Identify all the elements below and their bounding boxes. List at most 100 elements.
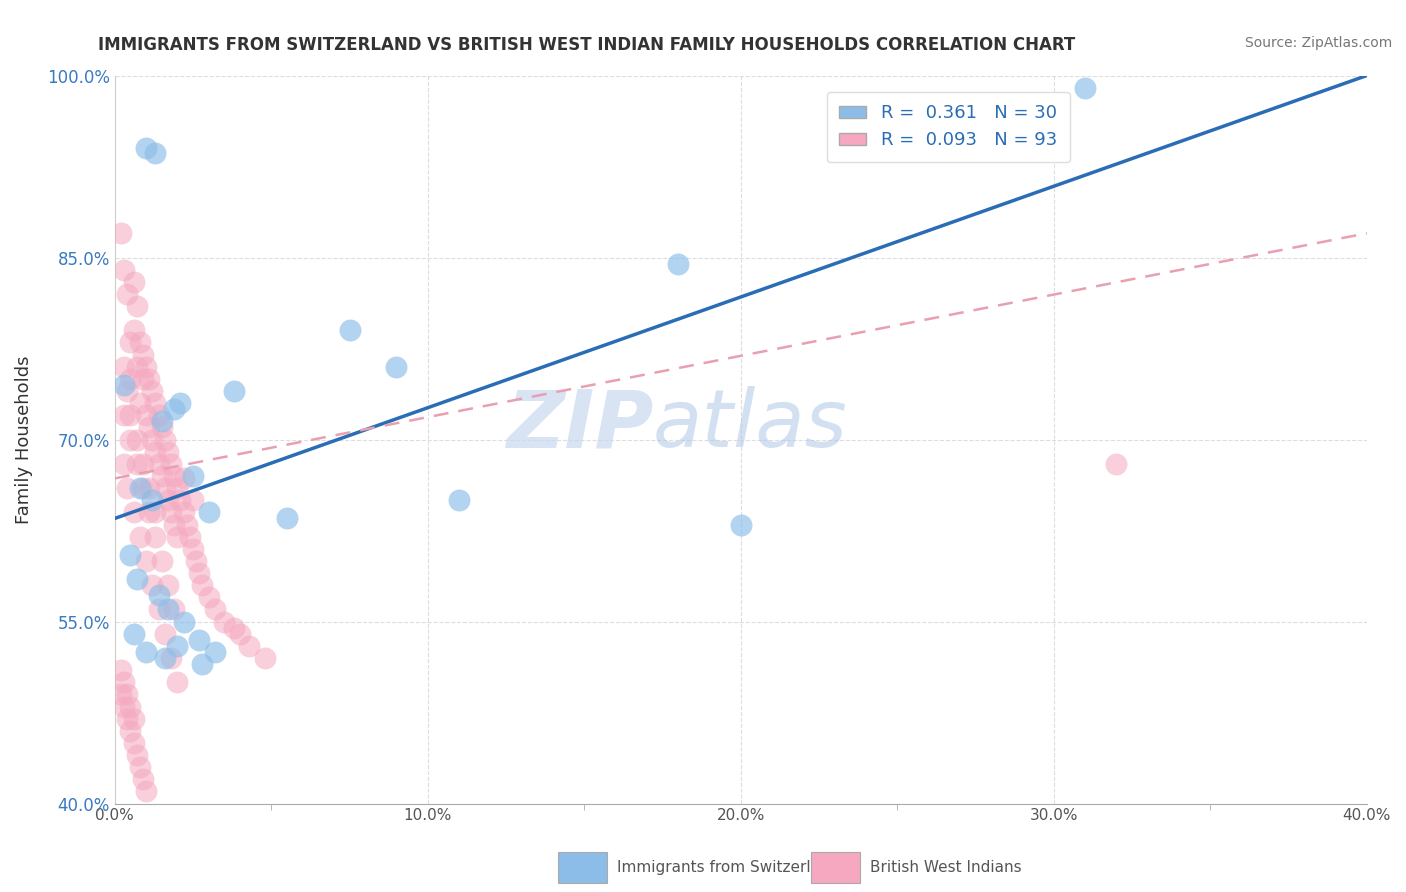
Point xyxy=(166,639,188,653)
Point xyxy=(122,505,145,519)
Point xyxy=(153,626,176,640)
Point xyxy=(163,602,186,616)
Point xyxy=(132,372,155,386)
Point xyxy=(145,146,167,161)
Point xyxy=(160,651,183,665)
Point xyxy=(125,457,148,471)
Point xyxy=(188,566,211,580)
Point xyxy=(112,378,135,392)
Point xyxy=(112,675,135,690)
Point xyxy=(141,493,163,508)
Point xyxy=(135,784,157,798)
Text: Immigrants from Switzerland: Immigrants from Switzerland xyxy=(617,860,839,874)
Text: atlas: atlas xyxy=(654,386,848,464)
Point xyxy=(166,675,188,690)
Point xyxy=(122,712,145,726)
Point xyxy=(112,409,135,423)
Point xyxy=(120,548,142,562)
Point xyxy=(156,493,179,508)
Point xyxy=(110,663,132,677)
Point xyxy=(160,457,183,471)
Point xyxy=(117,481,139,495)
Point xyxy=(148,409,170,423)
Point xyxy=(128,530,150,544)
Point xyxy=(135,359,157,374)
Point xyxy=(1074,80,1097,95)
Legend: R =  0.361   N = 30, R =  0.093   N = 93: R = 0.361 N = 30, R = 0.093 N = 93 xyxy=(827,92,1070,162)
Point xyxy=(169,493,191,508)
Point xyxy=(229,626,252,640)
Point xyxy=(160,505,183,519)
Point xyxy=(163,517,186,532)
Point xyxy=(122,275,145,289)
Point xyxy=(132,348,155,362)
Point xyxy=(163,402,186,417)
Point xyxy=(449,493,471,508)
Point xyxy=(339,323,361,337)
Point xyxy=(148,457,170,471)
Point xyxy=(156,578,179,592)
Point xyxy=(148,588,170,602)
Point xyxy=(166,481,188,495)
Point xyxy=(276,511,298,525)
Point xyxy=(730,517,752,532)
Point xyxy=(120,723,142,738)
Point xyxy=(128,760,150,774)
Point xyxy=(138,372,160,386)
Point xyxy=(197,591,219,605)
Point xyxy=(141,578,163,592)
Point xyxy=(214,615,236,629)
Point xyxy=(204,602,226,616)
Point xyxy=(145,530,167,544)
Point xyxy=(125,748,148,763)
Point xyxy=(148,602,170,616)
Point xyxy=(125,359,148,374)
Point xyxy=(132,481,155,495)
Point xyxy=(117,712,139,726)
Point xyxy=(188,632,211,647)
Point xyxy=(122,736,145,750)
Point xyxy=(666,257,689,271)
Point xyxy=(117,287,139,301)
Point xyxy=(122,323,145,337)
Point xyxy=(112,262,135,277)
Point xyxy=(120,433,142,447)
Point xyxy=(138,481,160,495)
Point xyxy=(110,227,132,241)
Point xyxy=(222,621,245,635)
Point xyxy=(163,469,186,483)
Point xyxy=(150,414,173,428)
Point xyxy=(156,602,179,616)
Point xyxy=(173,471,195,485)
Point xyxy=(122,626,145,640)
Point xyxy=(191,657,214,671)
Point xyxy=(132,772,155,787)
Point xyxy=(150,554,173,568)
Point xyxy=(117,384,139,398)
Point xyxy=(128,335,150,350)
Text: Source: ZipAtlas.com: Source: ZipAtlas.com xyxy=(1244,36,1392,50)
Point xyxy=(150,469,173,483)
Point xyxy=(181,493,204,508)
Point xyxy=(138,420,160,434)
Point xyxy=(120,335,142,350)
Point xyxy=(112,457,135,471)
Point xyxy=(138,505,160,519)
Text: IMMIGRANTS FROM SWITZERLAND VS BRITISH WEST INDIAN FAMILY HOUSEHOLDS CORRELATION: IMMIGRANTS FROM SWITZERLAND VS BRITISH W… xyxy=(98,36,1076,54)
Point xyxy=(141,384,163,398)
Point xyxy=(125,299,148,313)
Point xyxy=(125,433,148,447)
Point xyxy=(120,699,142,714)
Point xyxy=(253,651,276,665)
Text: British West Indians: British West Indians xyxy=(870,860,1022,874)
Point xyxy=(145,444,167,458)
Point xyxy=(222,384,245,398)
Point xyxy=(112,359,135,374)
Point xyxy=(153,651,176,665)
Point xyxy=(204,645,226,659)
Point xyxy=(120,372,142,386)
Text: ZIP: ZIP xyxy=(506,386,654,464)
Point xyxy=(120,409,142,423)
Point xyxy=(135,409,157,423)
Point xyxy=(191,578,214,592)
